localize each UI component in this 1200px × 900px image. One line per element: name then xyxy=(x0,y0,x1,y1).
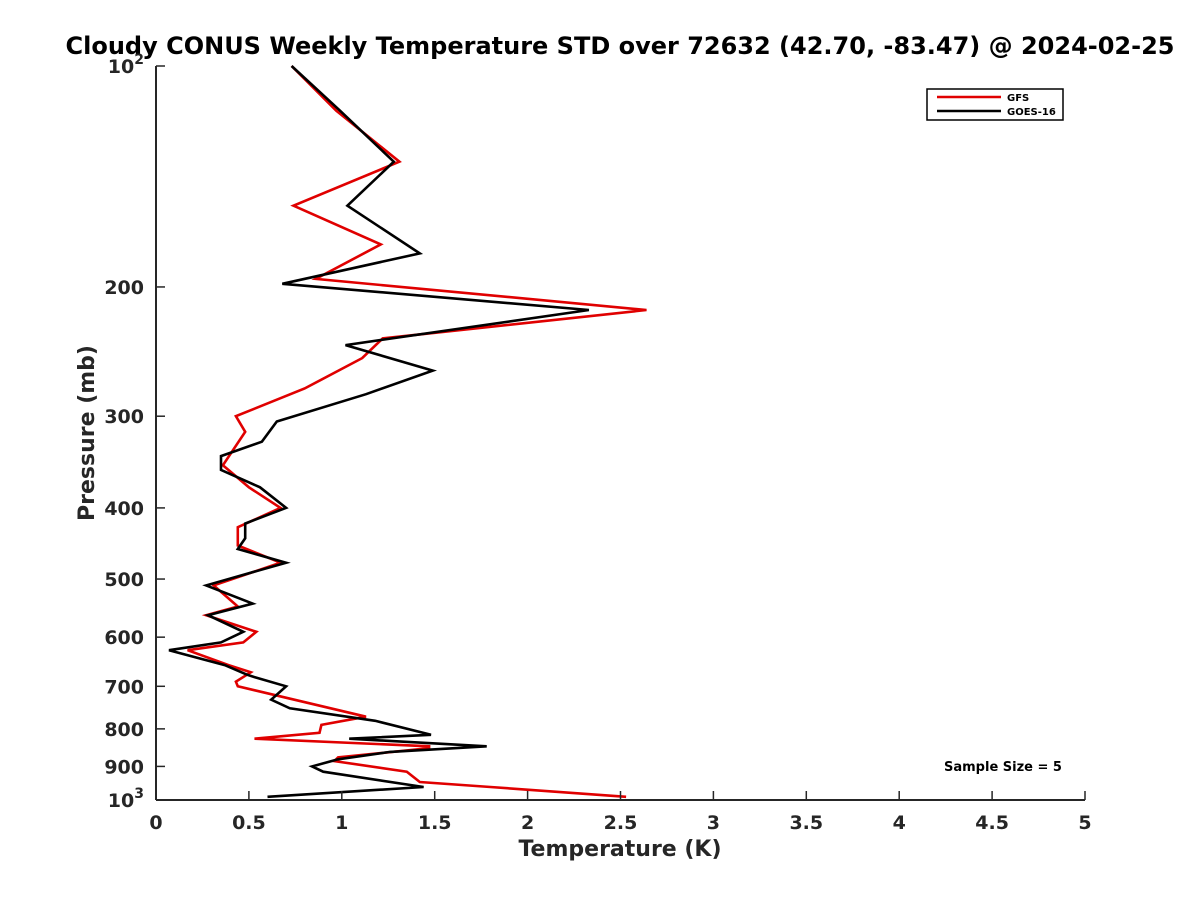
y-tick-label: 600 xyxy=(104,627,144,649)
x-tick-label: 4 xyxy=(893,812,906,834)
x-tick-label: 3.5 xyxy=(789,812,823,834)
x-tick-label: 4.5 xyxy=(975,812,1009,834)
x-tick-label: 3 xyxy=(707,812,720,834)
y-tick-label: 700 xyxy=(104,676,144,698)
y-tick-label: 500 xyxy=(104,569,144,591)
x-tick-label: 2 xyxy=(521,812,534,834)
x-tick-label: 1.5 xyxy=(418,812,452,834)
x-axis-label: Temperature (K) xyxy=(518,837,721,862)
series-layer xyxy=(168,65,647,799)
y-tick-label: 400 xyxy=(104,498,144,520)
y-tick-label: 103 xyxy=(108,786,144,812)
x-tick-label: 1 xyxy=(335,812,348,834)
y-axis-label: Pressure (mb) xyxy=(75,345,100,521)
y-tick-label: 900 xyxy=(104,756,144,778)
y-tick-label: 800 xyxy=(104,719,144,741)
x-tick-label: 5 xyxy=(1078,812,1091,834)
series-line-goes-16 xyxy=(168,65,590,799)
chart-title: Cloudy CONUS Weekly Temperature STD over… xyxy=(66,32,1175,60)
y-tick-label: 200 xyxy=(104,277,144,299)
x-tick-label: 0.5 xyxy=(232,812,266,834)
sample-size-annotation: Sample Size = 5 xyxy=(944,760,1062,775)
legend-label-gfs: GFS xyxy=(1007,93,1029,104)
x-tick-label: 2.5 xyxy=(604,812,638,834)
legend-box xyxy=(926,88,1064,121)
plot-axes xyxy=(155,66,1085,801)
axis-ticks: 0 0.5 1 1.5 2 2.5 3 3.5 4 4.5 5 102 200 300 400 500 600 7… xyxy=(104,52,1091,834)
x-tick-label: 0 xyxy=(149,812,162,834)
y-tick-label: 102 xyxy=(108,52,144,78)
legend: GFS GOES-16 xyxy=(926,88,1064,121)
legend-label-goes16: GOES-16 xyxy=(1007,107,1056,118)
y-tick-label: 300 xyxy=(104,406,144,428)
series-line-gfs xyxy=(187,65,647,799)
